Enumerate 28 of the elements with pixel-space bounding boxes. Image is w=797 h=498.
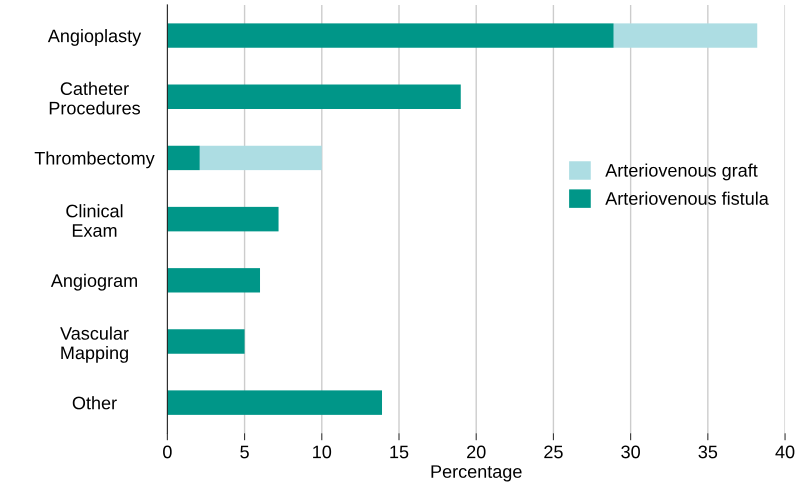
x-tick-label: 30 <box>621 446 640 458</box>
y-tick-label: Thrombectomy <box>34 151 155 168</box>
y-tick-label: Vascular Mapping <box>60 326 129 363</box>
bar <box>167 390 382 415</box>
x-tick-label: 25 <box>544 446 563 458</box>
y-tick-label: Angioplasty <box>48 29 142 46</box>
bar <box>200 146 322 170</box>
legend-label: Arteriovenous fistula <box>605 192 769 205</box>
y-tick-label: Clinical Exam <box>66 204 122 237</box>
x-tick-label: 5 <box>240 446 249 458</box>
x-tick-label: 15 <box>390 446 408 458</box>
x-tick-label: 20 <box>467 446 486 458</box>
x-tick-label: 40 <box>775 446 794 458</box>
bar <box>167 84 461 109</box>
bar <box>614 23 758 48</box>
y-tick-label: Angiogram <box>50 274 137 291</box>
x-tick-label: 0 <box>163 446 172 458</box>
y-tick-label: Catheter Procedures <box>50 82 140 115</box>
x-axis-title: Percentage <box>432 465 522 482</box>
legend-label: Arteriovenous graft <box>605 164 758 180</box>
bar <box>167 23 614 48</box>
bar <box>167 329 245 354</box>
x-tick-label: 10 <box>313 446 332 458</box>
bar <box>167 268 260 293</box>
bar <box>167 206 279 232</box>
bar <box>167 146 200 170</box>
x-tick-label: 35 <box>698 446 718 458</box>
y-tick-label: Other <box>72 396 117 410</box>
